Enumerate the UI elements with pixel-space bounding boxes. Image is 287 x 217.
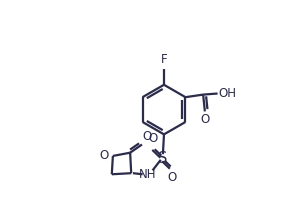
Text: O: O: [200, 113, 210, 126]
Text: O: O: [167, 171, 177, 184]
Text: O: O: [142, 130, 152, 143]
Text: OH: OH: [219, 87, 237, 100]
Text: O: O: [148, 132, 157, 145]
Text: O: O: [100, 149, 109, 162]
Text: F: F: [161, 53, 167, 66]
Text: NH: NH: [139, 168, 156, 181]
Text: S: S: [158, 151, 168, 166]
